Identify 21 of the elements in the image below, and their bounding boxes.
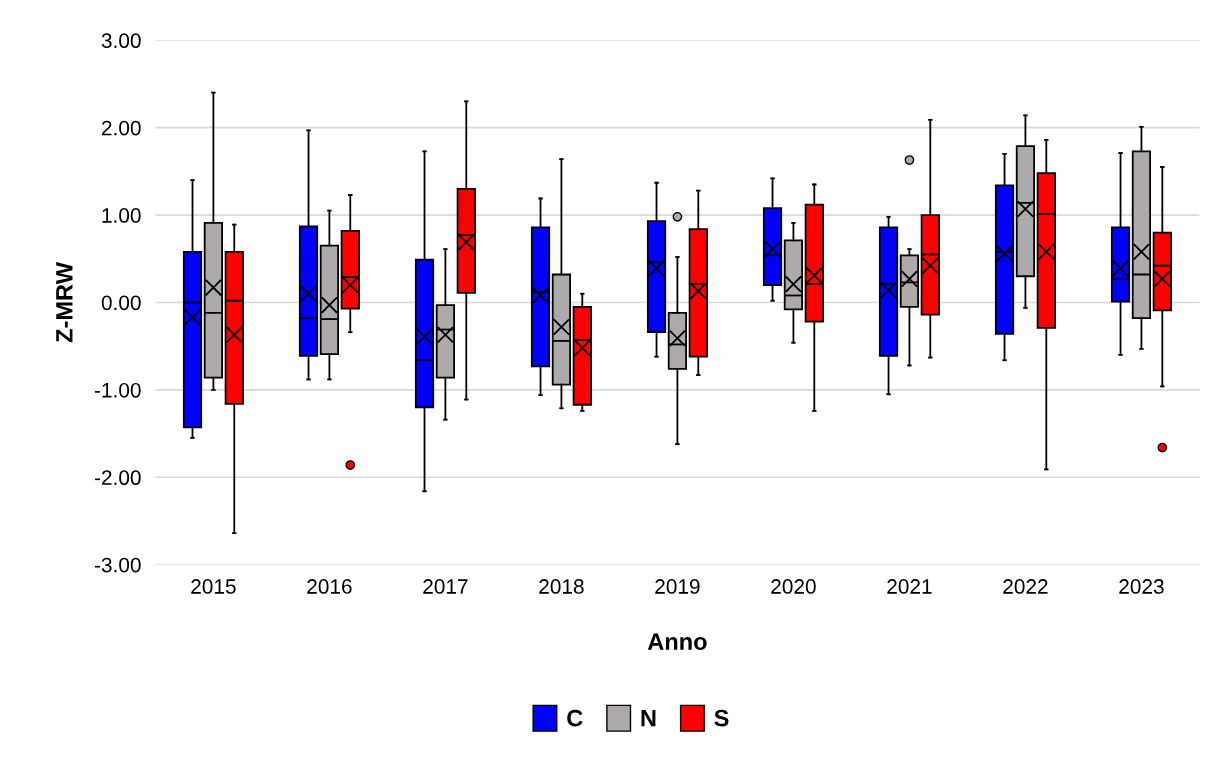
x-tick-label: 2015: [191, 579, 236, 594]
legend-label: N: [641, 709, 656, 727]
y-tick-label: 1.00: [102, 208, 141, 223]
y-tick-label: -3.00: [94, 557, 141, 573]
x-axis-title: Anno: [647, 633, 707, 651]
legend-label: S: [714, 709, 729, 727]
x-tick-label: 2019: [655, 579, 700, 594]
x-tick-label: 2023: [1119, 579, 1164, 594]
x-tick-label: 2021: [887, 579, 932, 594]
x-tick-label: 2018: [539, 579, 584, 594]
x-tick-label: 2022: [1003, 579, 1048, 594]
y-tick-label: -2.00: [94, 470, 141, 486]
y-tick-label: -1.00: [94, 382, 141, 398]
y-tick-label: 2.00: [102, 120, 141, 136]
x-tick-label: 2016: [307, 579, 352, 594]
y-tick-label: 0.00: [101, 295, 141, 311]
legend-label: C: [567, 709, 583, 727]
x-tick-label: 2017: [423, 579, 468, 594]
y-axis-title: Z-MRW: [56, 262, 73, 343]
x-tick-label: 2020: [771, 579, 816, 594]
y-tick-label: 3.00: [101, 33, 141, 49]
